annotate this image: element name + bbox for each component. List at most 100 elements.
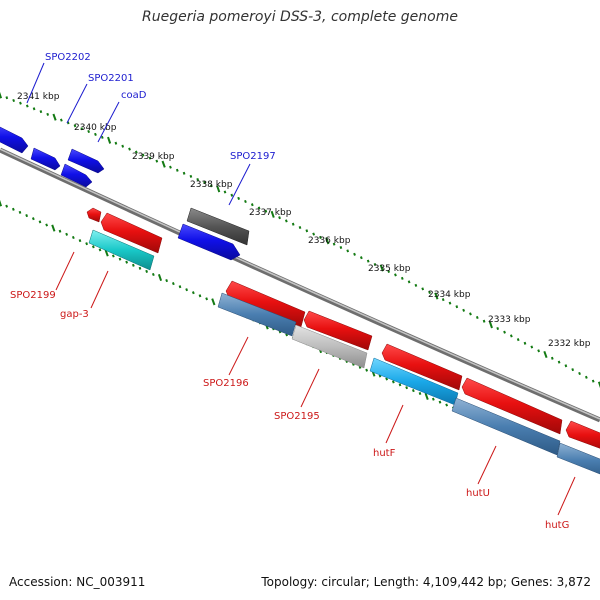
gene-arrow-hutg-cds[interactable] [556, 442, 600, 478]
gene-label-spo2199[interactable]: SPO2199 [10, 290, 56, 301]
gene-label-hutg[interactable]: hutG [545, 520, 569, 531]
minor-tick [18, 210, 22, 214]
gene-arrow-spo2195[interactable] [303, 310, 373, 351]
minor-tick [332, 242, 336, 246]
minor-tick [39, 110, 43, 114]
minor-tick [31, 217, 35, 221]
minor-tick [138, 266, 142, 270]
gene-label-spo2196[interactable]: SPO2196 [203, 378, 249, 389]
minor-tick [155, 159, 159, 163]
gene-arrow-fwd-4[interactable] [60, 163, 93, 188]
genome-backbone [0, 147, 600, 423]
gene-label-spo2197[interactable]: SPO2197 [230, 151, 276, 162]
major-tick [104, 249, 109, 257]
minor-tick [46, 112, 50, 116]
minor-tick [398, 383, 402, 387]
minor-tick [25, 104, 29, 108]
major-tick [434, 292, 439, 300]
gene-arrow-spo2197[interactable] [177, 223, 241, 261]
major-tick [488, 321, 493, 329]
tick-labels: 2341 kbp 2340 kbp 2339 kbp 2338 kbp 2337… [17, 92, 591, 349]
minor-tick [191, 291, 195, 295]
minor-tick [189, 174, 193, 178]
minor-tick [346, 249, 350, 253]
minor-tick [209, 184, 213, 188]
tick-label: 2336 kbp [308, 236, 351, 246]
major-tick [107, 136, 112, 144]
minor-tick [5, 96, 9, 100]
minor-tick [400, 276, 404, 280]
gene-label-hutf[interactable]: hutF [373, 448, 396, 459]
minor-tick [359, 256, 363, 260]
minor-tick [571, 368, 575, 372]
minor-tick [185, 288, 189, 292]
gene-arrow-rev-2[interactable] [100, 212, 163, 254]
minor-tick [455, 305, 459, 309]
minor-tick [516, 338, 520, 342]
minor-tick [385, 377, 389, 381]
minor-tick [100, 135, 104, 139]
major-tick [597, 381, 600, 389]
gene-arrow-hutf[interactable] [381, 343, 463, 391]
minor-tick [366, 259, 370, 263]
gene-arrow-hutu-cds[interactable] [451, 397, 561, 456]
minor-tick [550, 356, 554, 360]
minor-tick [165, 279, 169, 283]
gene-arrow-coad[interactable] [67, 148, 105, 174]
minor-tick [530, 345, 534, 349]
minor-tick [298, 225, 302, 230]
minor-tick [59, 118, 63, 122]
minor-tick [462, 308, 466, 312]
minor-tick [78, 239, 82, 243]
tick-label: 2340 kbp [74, 123, 117, 133]
minor-tick [312, 232, 316, 236]
leader-gap-3 [90, 270, 109, 309]
major-tick [157, 273, 163, 282]
gene-label-spo2201[interactable]: SPO2201 [88, 73, 134, 84]
tick-label: 2338 kbp [190, 180, 233, 190]
leader-coad [97, 101, 120, 143]
gene-label-spo2202[interactable]: SPO2202 [45, 52, 91, 63]
minor-tick [431, 397, 435, 401]
gene-label-hutu[interactable]: hutU [466, 488, 490, 499]
minor-tick [564, 364, 568, 368]
minor-tick [438, 400, 442, 404]
gene-arrow-spo2195-cds[interactable] [291, 324, 368, 369]
minor-tick [365, 368, 369, 372]
minor-tick [405, 386, 409, 390]
gene-arrow-spo2201[interactable] [30, 147, 61, 171]
minor-tick [305, 229, 309, 233]
minor-tick [414, 283, 418, 287]
gene-label-spo2195[interactable]: SPO2195 [274, 411, 320, 422]
minor-tick [94, 132, 97, 136]
minor-tick [378, 374, 382, 378]
minor-tick [198, 294, 202, 298]
minor-tick [291, 222, 295, 226]
gene-arrow-spo2197-pseudo[interactable] [186, 207, 250, 246]
minor-tick [58, 229, 62, 233]
gene-arrow-spo2196-cds[interactable] [217, 292, 297, 337]
gene-arrow-hutu[interactable] [461, 377, 563, 435]
gene-arrow-gap-3[interactable] [88, 229, 155, 271]
outer-tick-track [0, 91, 600, 389]
minor-tick [482, 319, 486, 323]
gene-label-coad[interactable]: coaD [121, 90, 147, 101]
tick-label: 2341 kbp [17, 92, 60, 102]
gene-label-gap-3[interactable]: gap-3 [60, 309, 89, 320]
minor-tick [169, 165, 172, 169]
minor-tick [448, 301, 452, 305]
gene-arrow-hutg[interactable] [565, 420, 600, 452]
minor-tick [557, 360, 561, 364]
minor-tick [196, 177, 200, 182]
leader-spo2199 [55, 251, 75, 291]
accession-text: Accession: NC_003911 [9, 575, 146, 589]
minor-tick [175, 168, 179, 172]
minor-tick [38, 220, 42, 224]
leader-spo2196 [228, 336, 249, 376]
gene-arrow-spo2199[interactable] [86, 207, 102, 223]
minor-tick [148, 156, 152, 160]
minor-tick [151, 272, 155, 277]
gene-arrow-spo2202[interactable] [0, 124, 29, 154]
